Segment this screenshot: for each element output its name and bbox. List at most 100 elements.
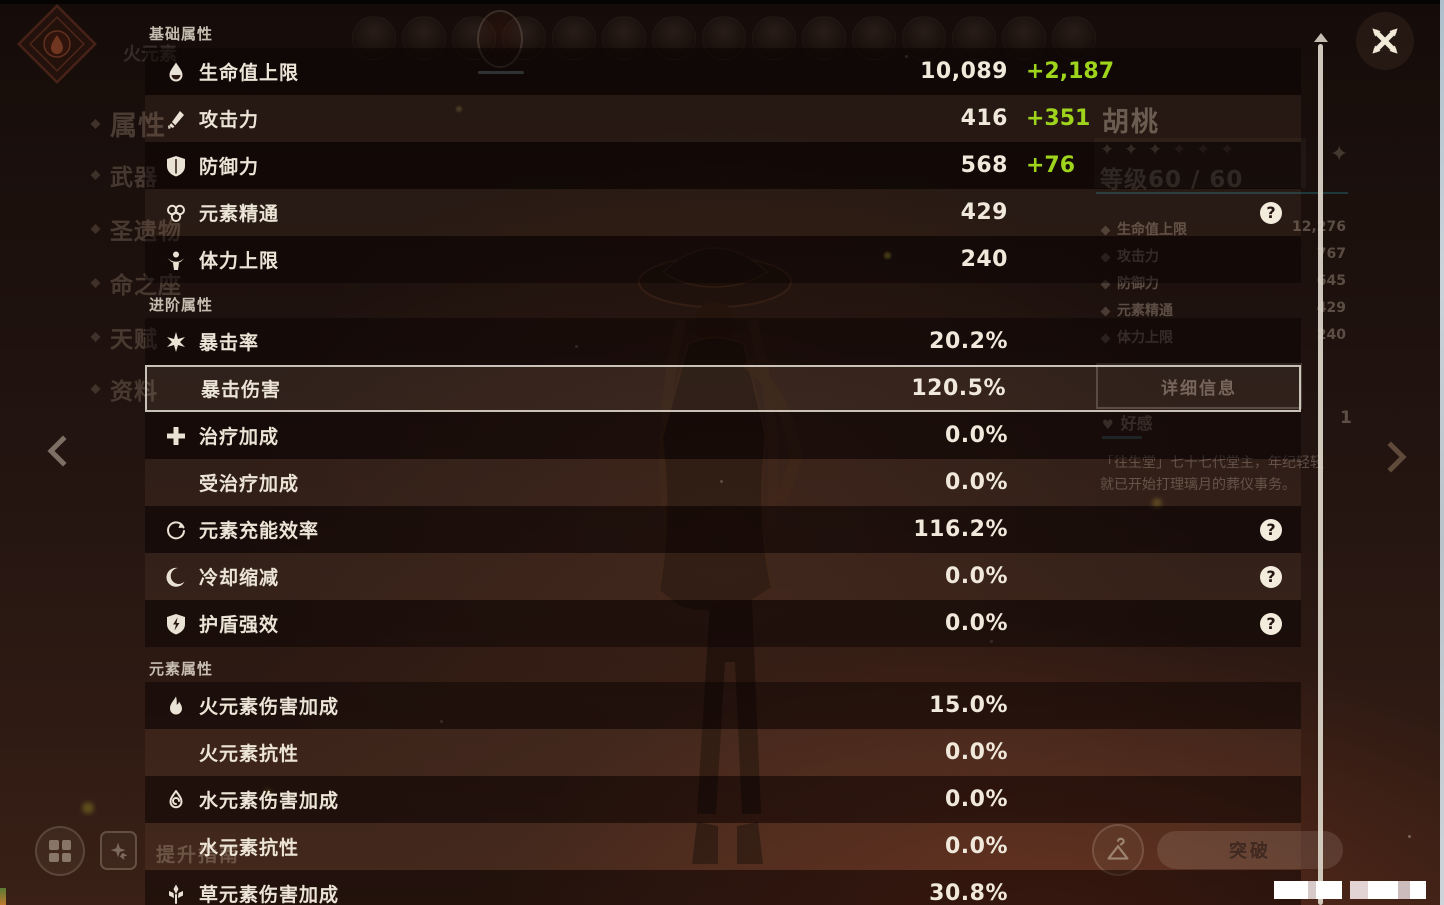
sidebar-item-profile[interactable]: 资料 (90, 372, 158, 406)
stat-value: 0.0% (944, 787, 1008, 812)
hanger-icon (1107, 837, 1129, 860)
stat-label: 护盾强效 (199, 614, 280, 636)
party-avatar[interactable] (352, 16, 396, 60)
character-description-line1: 「往生堂」七十七代堂主，年纪轻轻 (1100, 455, 1324, 471)
party-avatar[interactable] (552, 16, 596, 60)
stat-row-healing-bonus[interactable]: 治疗加成 0.0% (145, 412, 1301, 459)
stat-value: 0.0% (944, 470, 1008, 495)
stat-label: 受治疗加成 (199, 473, 300, 495)
stat-row-pyro-res[interactable]: 火元素抗性 0.0% (145, 729, 1301, 776)
stat-row-cd-reduction[interactable]: 冷却缩减 0.0%? (145, 553, 1301, 600)
help-icon[interactable]: ? (1260, 201, 1282, 224)
stat-value: 0.0% (944, 423, 1008, 448)
stat-label: 暴击伤害 (201, 379, 282, 401)
stat-label: 攻击力 (199, 109, 260, 131)
help-icon[interactable]: ? (1260, 518, 1282, 541)
outfit-button[interactable] (1092, 824, 1144, 876)
party-avatar[interactable] (402, 16, 446, 60)
stat-row-stamina[interactable]: 体力上限 240 (145, 236, 1301, 283)
chevron-right-icon[interactable] (1375, 441, 1407, 473)
section-title: 元素属性 (149, 660, 214, 678)
stat-row-pyro-dmg[interactable]: 火元素伤害加成 15.0% (145, 682, 1301, 729)
stat-value: 568 (960, 153, 1008, 178)
character-description-line2: 就已开始打理璃月的葬仪事务。 (1100, 477, 1296, 493)
party-avatar[interactable] (902, 16, 946, 60)
cd-reduction-icon (166, 567, 185, 587)
party-avatar[interactable] (1002, 16, 1046, 60)
diamond-bullet-icon (90, 384, 101, 394)
left-screen-edge (0, 0, 6, 905)
party-avatar[interactable] (602, 16, 646, 60)
pyro-icon (170, 696, 182, 714)
stat-row-incoming-healing[interactable]: 受治疗加成 0.0% (145, 459, 1301, 506)
stat-value: 0.0% (944, 564, 1008, 589)
stat-row-hp[interactable]: 生命值上限 10,089 +2,187 (145, 48, 1301, 95)
chevron-left-icon[interactable] (47, 435, 79, 467)
help-icon[interactable]: ? (1260, 612, 1282, 635)
stat-label: 火元素伤害加成 (199, 696, 340, 718)
sidebar-item-talents[interactable]: 天赋 (90, 320, 158, 354)
sidebar-item-artifacts[interactable]: 圣遗物 (90, 212, 182, 246)
friendship-level: 1 (1340, 408, 1352, 428)
pyro-element-emblem (17, 4, 97, 84)
scrollbar-up-arrow[interactable] (1314, 33, 1328, 42)
stat-row-crit-rate[interactable]: 暴击率 20.2% (145, 318, 1301, 365)
mini-stat-row: 攻击力 767 (1100, 246, 1346, 266)
selected-avatar-ring[interactable] (477, 10, 523, 68)
sidebar-item-attributes[interactable]: 属性 (90, 104, 166, 143)
hp-icon (169, 62, 183, 81)
stat-row-hydro-dmg[interactable]: 水元素伤害加成 0.0% (145, 776, 1301, 823)
sparkle-dot (575, 345, 578, 348)
def-icon (167, 155, 185, 176)
party-avatar[interactable] (952, 16, 996, 60)
stat-row-crit-dmg[interactable]: 暴击伤害 120.5% (145, 365, 1301, 412)
party-avatar[interactable] (702, 16, 746, 60)
outer-scrollbar-strip[interactable] (1440, 0, 1444, 905)
guide-card-button[interactable] (100, 831, 137, 870)
help-icon[interactable]: ? (1260, 565, 1282, 588)
stat-row-energy-recharge[interactable]: 元素充能效率 116.2%? (145, 506, 1301, 553)
mini-stat-value: 240 (1316, 327, 1346, 343)
party-avatar[interactable] (752, 16, 796, 60)
party-avatar[interactable] (652, 16, 696, 60)
detail-info-button[interactable]: 详细信息 (1096, 363, 1302, 409)
mini-stat-value: 767 (1316, 246, 1346, 262)
close-button[interactable] (1356, 12, 1414, 70)
stat-value: 30.8% (929, 881, 1008, 905)
stat-bonus: +2,187 (1026, 59, 1115, 84)
stat-value: 0.0% (944, 611, 1008, 636)
sparkle-icon: ✦ (1330, 142, 1349, 167)
stat-label: 生命值上限 (199, 62, 300, 84)
selected-avatar-underline (478, 71, 524, 74)
stamina-icon (167, 251, 185, 270)
glow-dot (264, 788, 272, 796)
stat-row-dendro-dmg[interactable]: 草元素伤害加成 30.8% (145, 870, 1301, 905)
stat-row-shield-strength[interactable]: 护盾强效 0.0%? (145, 600, 1301, 647)
friendship-label: ♥ 好感 (1102, 414, 1153, 433)
glow-dot (1152, 498, 1162, 508)
mini-stat-row: 防御力 645 (1100, 273, 1346, 293)
stat-row-hydro-res[interactable]: 水元素抗性 0.0% (145, 823, 1301, 870)
stat-row-elemental-mastery[interactable]: 元素精通 429? (145, 189, 1301, 236)
party-avatar[interactable] (802, 16, 846, 60)
rarity-star-icon: ✦ (1100, 140, 1115, 160)
sidebar-item-constellation[interactable]: 命之座 (90, 266, 182, 300)
party-avatar[interactable] (852, 16, 896, 60)
promote-guide-label[interactable]: 提升指南 (156, 844, 241, 866)
sidebar-item-weapon[interactable]: 武器 (90, 158, 158, 192)
character-level: 等级60 / 60 (1100, 167, 1244, 193)
scrollbar[interactable] (1318, 44, 1323, 905)
sparkle-dot (990, 640, 993, 643)
stat-row-atk[interactable]: 攻击力 416 +351 (145, 95, 1301, 142)
stat-row-def[interactable]: 防御力 568 +76 (145, 142, 1301, 189)
star-card-icon (110, 842, 127, 860)
menu-grid-button[interactable] (35, 826, 85, 876)
stat-label: 水元素抗性 (199, 837, 300, 859)
panel-divider (1096, 192, 1348, 194)
party-avatar[interactable] (1052, 16, 1096, 60)
ascend-button[interactable]: 突破 (1157, 831, 1343, 869)
mini-stat-value: 645 (1316, 273, 1346, 289)
stat-label: 火元素抗性 (199, 743, 300, 765)
sparkle-dot (440, 720, 443, 723)
